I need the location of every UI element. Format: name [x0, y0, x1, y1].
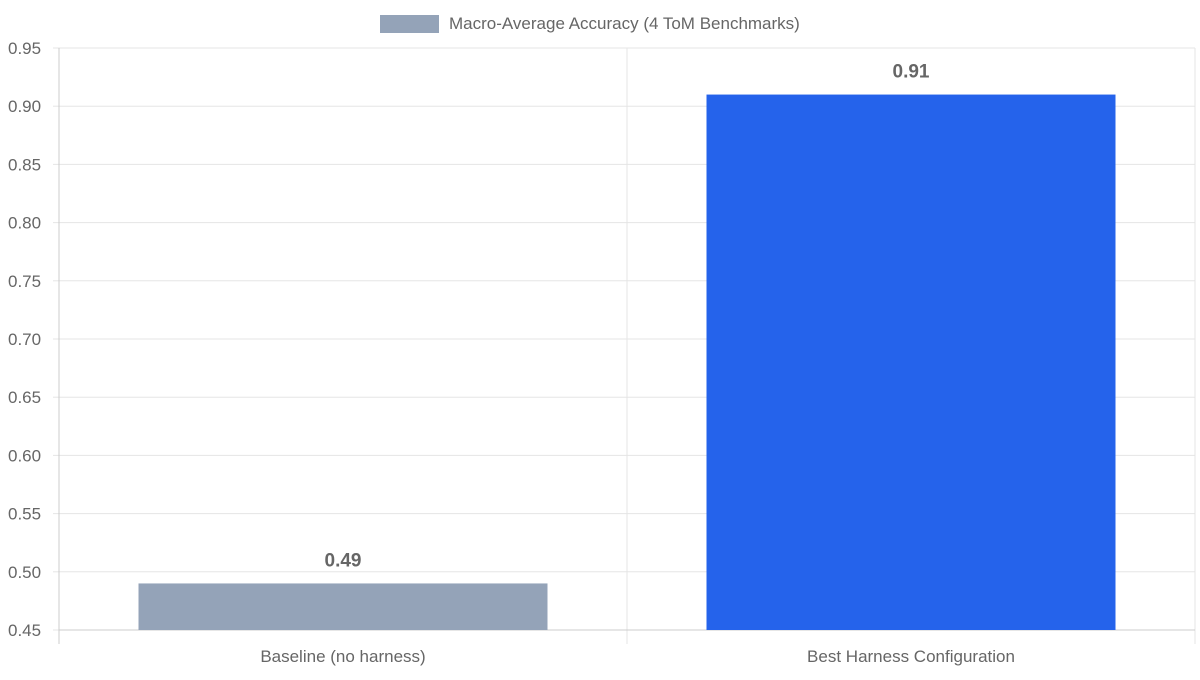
y-tick-label: 0.50 [8, 563, 41, 582]
x-tick-label: Baseline (no harness) [260, 647, 425, 666]
y-tick-label: 0.65 [8, 388, 41, 407]
data-label: 0.49 [325, 550, 362, 571]
y-tick-label: 0.45 [8, 621, 41, 640]
bars [138, 94, 1116, 630]
y-tick-label: 0.90 [8, 97, 41, 116]
legend-swatch[interactable] [380, 15, 439, 33]
y-tick-label: 0.70 [8, 330, 41, 349]
y-tick-label: 0.95 [8, 39, 41, 58]
y-tick-label: 0.80 [8, 214, 41, 233]
legend-label[interactable]: Macro-Average Accuracy (4 ToM Benchmarks… [449, 14, 800, 33]
x-tick-label: Best Harness Configuration [807, 647, 1015, 666]
bar-baseline [138, 583, 548, 630]
data-labels: 0.49 0.91 [325, 62, 930, 572]
legend[interactable]: Macro-Average Accuracy (4 ToM Benchmarks… [380, 14, 800, 33]
y-tick-label: 0.75 [8, 272, 41, 291]
axes: 0.45 0.50 0.55 0.60 0.65 0.70 0.75 0.80 0.85 0.90… [8, 39, 1195, 666]
y-tick-label: 0.55 [8, 505, 41, 524]
y-tick-label: 0.60 [8, 446, 41, 465]
y-tick-label: 0.85 [8, 155, 41, 174]
data-label: 0.91 [893, 62, 930, 83]
bar-best-harness [706, 94, 1116, 630]
